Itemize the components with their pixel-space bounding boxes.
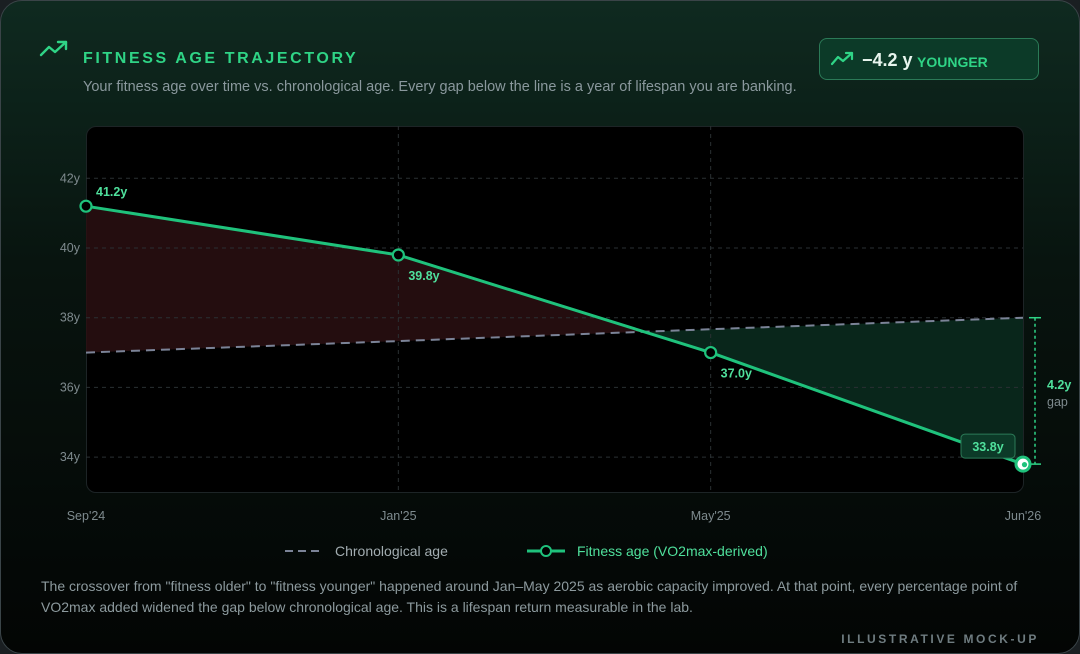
x-tick-label: Sep'24 — [67, 509, 106, 523]
x-tick-label: May'25 — [691, 509, 731, 523]
trending-up-icon — [830, 51, 854, 66]
x-tick-label: Jun'26 — [1005, 509, 1041, 523]
chart-note: The crossover from "fitness older" to "f… — [41, 578, 1018, 615]
fitness-age-line — [85, 204, 1024, 466]
data-point — [704, 345, 718, 360]
younger-gap-area — [644, 317, 1023, 465]
younger-badge: −4.2 y YOUNGER — [819, 38, 1039, 80]
y-tick-label: 38y — [60, 311, 81, 325]
y-tick-label: 34y — [60, 450, 81, 464]
footer-label: ILLUSTRATIVE MOCK-UP — [841, 632, 1039, 646]
badge-label: YOUNGER — [917, 54, 988, 70]
y-tick-label: 42y — [60, 171, 81, 185]
data-label: 41.2y — [96, 185, 127, 199]
legend-fitness-marker — [540, 545, 552, 557]
chronological-age-line — [85, 316, 1024, 354]
data-label: 39.8y — [408, 269, 439, 283]
legend-fitness-label: Fitness age (VO2max-derived) — [577, 543, 768, 559]
x-tick-label: Jan'25 — [380, 509, 416, 523]
data-point — [79, 199, 93, 213]
gap-caption-label: gap — [1047, 395, 1068, 409]
data-label-box — [960, 433, 1016, 459]
y-tick-label: 40y — [60, 241, 81, 255]
trending-up-icon — [39, 40, 68, 57]
y-tick-label: 36y — [60, 380, 81, 394]
chart-title: FITNESS AGE TRAJECTORY — [83, 50, 359, 67]
chart-subtitle: Your fitness age over time vs. chronolog… — [83, 79, 797, 95]
legend-chronological-label: Chronological age — [335, 543, 448, 559]
data-point — [391, 248, 405, 262]
badge-value: −4.2 y — [862, 50, 913, 70]
data-point-current-dot — [1021, 462, 1028, 468]
data-label: 37.0y — [721, 367, 752, 381]
data-label: 33.8y — [972, 440, 1003, 454]
gap-value-label: 4.2y — [1047, 378, 1071, 392]
older-gap-area — [86, 206, 645, 353]
